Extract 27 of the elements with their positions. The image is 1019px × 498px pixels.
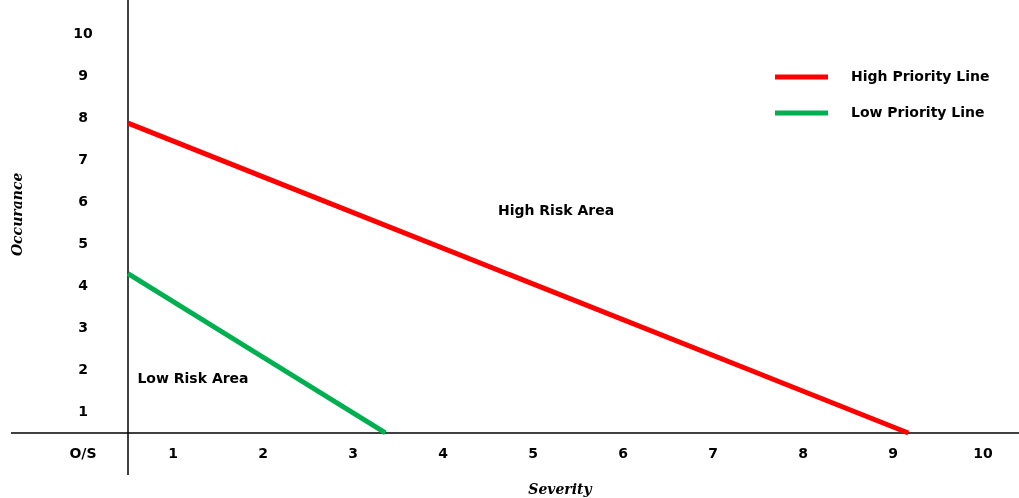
x-tick-label: 5 xyxy=(528,444,538,461)
y-tick-label: 3 xyxy=(78,318,88,335)
y-tick-label: 6 xyxy=(78,192,88,209)
y-tick-label: 10 xyxy=(73,24,93,41)
x-tick-label: 9 xyxy=(888,444,898,461)
y-tick-label: 7 xyxy=(78,150,88,167)
annotation: Low Risk Area xyxy=(137,370,249,386)
legend-label: Low Priority Line xyxy=(851,104,985,120)
y-tick-label: 1 xyxy=(78,402,88,419)
x-tick-label: 4 xyxy=(438,444,449,461)
x-tick-label: O/S xyxy=(69,444,97,461)
annotation: High Risk Area xyxy=(497,202,615,218)
y-tick-label: 4 xyxy=(78,276,89,293)
y-tick-label: 5 xyxy=(78,234,88,251)
y-tick-label: 9 xyxy=(78,66,88,83)
y-axis-title: Occurance xyxy=(9,172,25,257)
x-tick-label: 10 xyxy=(973,444,993,461)
y-tick-label: 2 xyxy=(78,360,88,377)
x-axis-title: Severity xyxy=(528,481,593,497)
x-tick-label: 3 xyxy=(348,444,358,461)
x-tick-label: 6 xyxy=(618,444,628,461)
y-tick-label: 8 xyxy=(78,108,88,125)
x-tick-label: 8 xyxy=(798,444,808,461)
x-tick-label: 2 xyxy=(258,444,268,461)
x-tick-label: 1 xyxy=(168,444,178,461)
x-tick-label: 7 xyxy=(708,444,718,461)
legend-label: High Priority Line xyxy=(851,68,990,84)
